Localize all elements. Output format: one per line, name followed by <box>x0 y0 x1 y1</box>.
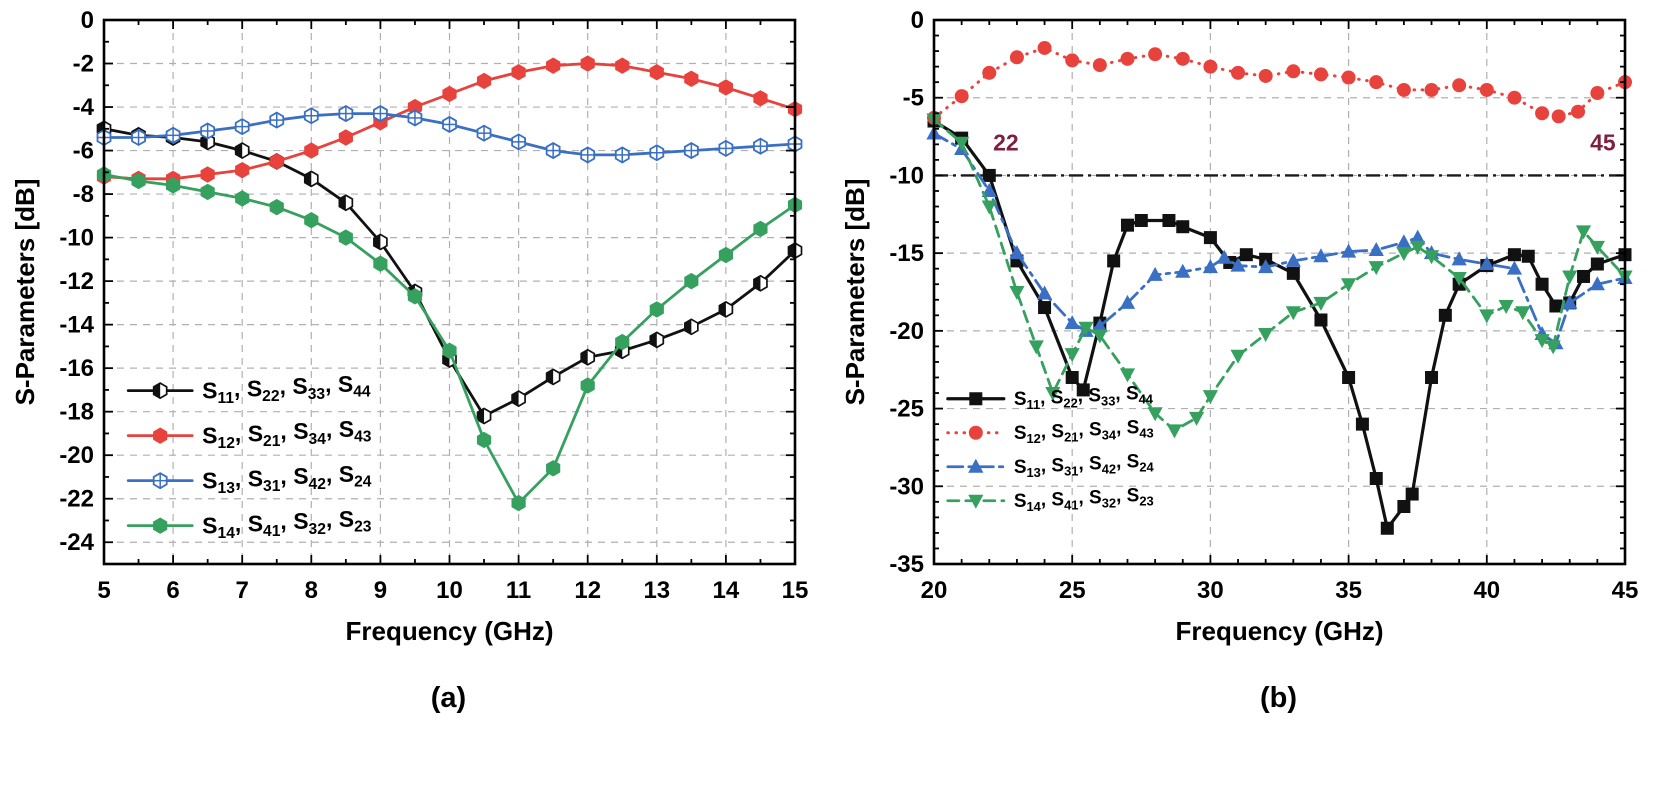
caption-b: (b) <box>1259 682 1298 714</box>
svg-text:-20: -20 <box>59 442 94 469</box>
figure: 5 6 7 8 9 10 11 12 13 14 15 0 -2 -4 -6 -8 -10 -12 -14 -16 -1… <box>8 6 1643 715</box>
axes: 20 25 30 35 40 45 0 -5 -10 -15 -20 -25 -30 -35 <box>889 7 1638 604</box>
svg-text:9: 9 <box>374 577 387 604</box>
panel-b: 22 45 20 25 30 35 40 45 0 -5 -10 -15 -20 -25 -30 -35 Fre… <box>838 6 1643 715</box>
reference-line: 22 45 <box>934 130 1625 177</box>
chart-a-sparameters-plot: 5 6 7 8 9 10 11 12 13 14 15 0 -2 -4 -6 -8 -10 -12 -14 -16 -1… <box>10 7 808 646</box>
svg-text:45: 45 <box>1612 577 1639 604</box>
svg-text:0: 0 <box>911 7 924 34</box>
svg-text:6: 6 <box>166 577 179 604</box>
svg-text:S14, S41, S32, S23: S14, S41, S32, S23 <box>1014 486 1154 514</box>
svg-text:35: 35 <box>1335 577 1362 604</box>
svg-text:-15: -15 <box>889 240 924 267</box>
svg-text:20: 20 <box>921 577 948 604</box>
svg-text:S11, S22, S33, S44: S11, S22, S33, S44 <box>202 371 371 407</box>
svg-text:-6: -6 <box>73 138 94 165</box>
svg-text:-25: -25 <box>889 396 924 423</box>
grid-lines <box>934 20 1625 564</box>
panel-a: 5 6 7 8 9 10 11 12 13 14 15 0 -2 -4 -6 -8 -10 -12 -14 -16 -1… <box>8 6 813 715</box>
svg-text:7: 7 <box>236 577 249 604</box>
svg-text:14: 14 <box>713 577 740 604</box>
svg-text:S14, S41, S32, S23: S14, S41, S32, S23 <box>202 506 372 542</box>
reference-annotation: 22 <box>993 130 1019 156</box>
svg-text:-4: -4 <box>73 94 95 121</box>
svg-text:10: 10 <box>436 577 463 604</box>
svg-text:-14: -14 <box>59 312 94 339</box>
svg-text:-18: -18 <box>59 399 94 426</box>
svg-text:-20: -20 <box>889 318 924 345</box>
svg-text:15: 15 <box>782 577 809 604</box>
chart-b-sparameters-plot: 22 45 20 25 30 35 40 45 0 -5 -10 -15 -20 -25 -30 -35 Fre… <box>840 7 1638 646</box>
svg-text:-10: -10 <box>889 162 924 189</box>
svg-text:S12, S21, S34, S43: S12, S21, S34, S43 <box>202 416 372 452</box>
svg-text:-12: -12 <box>59 268 94 295</box>
svg-text:5: 5 <box>97 577 110 604</box>
svg-text:S11, S22, S33, S44: S11, S22, S33, S44 <box>1014 384 1154 412</box>
axes: 5 6 7 8 9 10 11 12 13 14 15 0 -2 -4 -6 -8 -10 -12 -14 -16 -1… <box>59 7 808 604</box>
y-axis-label: S-Parameters [dB] <box>840 179 870 406</box>
series-1 <box>927 40 1632 125</box>
caption-a: (a) <box>430 682 467 714</box>
legend: S11, S22, S33, S44 S12, S21, S34, S43 S13,… <box>946 384 1155 514</box>
svg-text:8: 8 <box>305 577 318 604</box>
svg-text:-24: -24 <box>59 529 94 556</box>
svg-text:-10: -10 <box>59 225 94 252</box>
svg-text:11: 11 <box>506 577 531 604</box>
svg-text:S13, S31, S42, S24: S13, S31, S42, S24 <box>1014 452 1155 480</box>
svg-text:-22: -22 <box>59 486 94 513</box>
series-2 <box>96 105 803 164</box>
x-axis-label: Frequency (GHz) <box>345 616 553 646</box>
reference-annotation: 45 <box>1590 130 1616 156</box>
svg-text:-30: -30 <box>889 473 924 500</box>
x-axis-label: Frequency (GHz) <box>1175 616 1383 646</box>
svg-text:-35: -35 <box>889 551 924 578</box>
series-0 <box>927 114 1632 535</box>
svg-text:-2: -2 <box>73 51 94 78</box>
svg-text:12: 12 <box>574 577 601 604</box>
svg-text:0: 0 <box>81 7 94 34</box>
svg-text:-16: -16 <box>59 355 94 382</box>
svg-text:-5: -5 <box>903 85 924 112</box>
svg-text:40: 40 <box>1473 577 1500 604</box>
svg-text:25: 25 <box>1059 577 1086 604</box>
svg-text:S12, S21, S34, S43: S12, S21, S34, S43 <box>1014 418 1154 446</box>
svg-text:S13, S31, S42, S24: S13, S31, S42, S24 <box>202 461 372 497</box>
svg-text:-8: -8 <box>73 181 94 208</box>
legend: S11, S22, S33, S44 S12, S21, S34, S43 S13,… <box>126 371 372 542</box>
svg-text:30: 30 <box>1197 577 1224 604</box>
svg-text:13: 13 <box>643 577 670 604</box>
series-2 <box>926 125 1633 350</box>
y-axis-label: S-Parameters [dB] <box>10 179 40 406</box>
